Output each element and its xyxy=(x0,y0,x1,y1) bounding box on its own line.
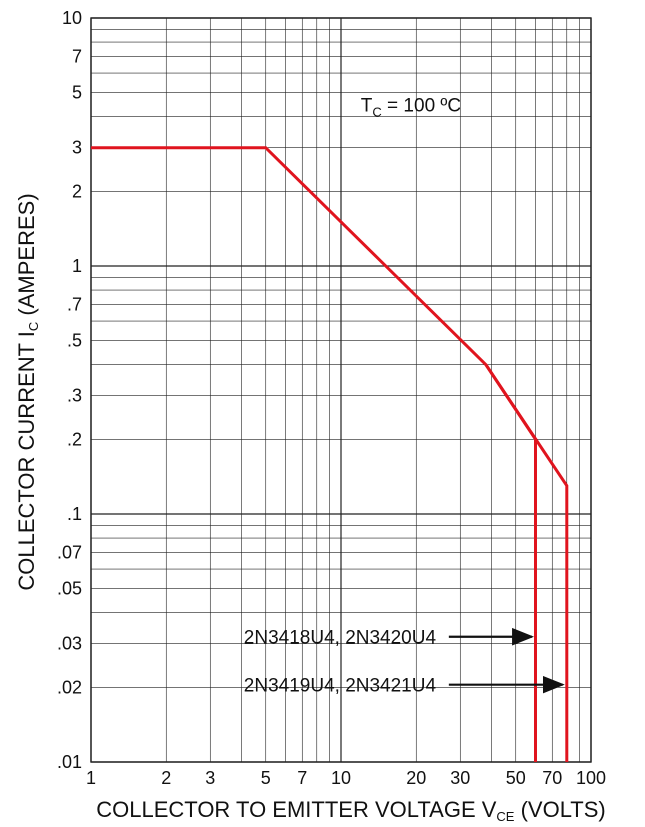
y-tick-label: 2 xyxy=(72,181,82,201)
y-tick-label: .1 xyxy=(67,504,82,524)
derating-curve xyxy=(484,363,569,762)
y-tick-label: 5 xyxy=(72,83,82,103)
y-tick-label: 7 xyxy=(72,46,82,66)
y-axis-title-main: COLLECTOR CURRENT I xyxy=(14,331,39,591)
x-tick-label: 7 xyxy=(297,768,307,788)
x-axis-title-sub: CE xyxy=(496,809,514,824)
annotations: TC = 100 ºC 2N3418U4, 2N3420U4 2N3419U4, 2… xyxy=(244,95,565,697)
x-tick-label: 50 xyxy=(506,768,526,788)
x-tick-label: 20 xyxy=(406,768,426,788)
x-tick-label: 2 xyxy=(161,768,171,788)
temperature-label-main: T xyxy=(361,95,373,116)
y-tick-label: 1 xyxy=(72,256,82,276)
derating-curves xyxy=(91,146,569,762)
part-number-label: 2N3418U4, 2N3420U4 xyxy=(244,628,437,649)
y-axis-title-post: (AMPERES) xyxy=(14,193,39,321)
temperature-label: TC = 100 ºC xyxy=(361,95,461,119)
tick-labels: 1 2 3 5 7 10 20 30 50 70 100 10 7 5 3 2 1 .7 .5 .3 .2 .1 .07 .0… xyxy=(57,8,606,788)
y-tick-label: 10 xyxy=(62,8,82,28)
y-tick-label: .7 xyxy=(67,294,82,314)
x-tick-label: 3 xyxy=(205,768,215,788)
part-number-label: 2N3419U4, 2N3421U4 xyxy=(244,676,437,697)
y-tick-label: 3 xyxy=(72,138,82,158)
derating-curve xyxy=(91,146,537,762)
x-tick-label: 100 xyxy=(576,768,606,788)
x-axis-title-post: (VOLTS) xyxy=(514,797,605,822)
x-axis-title: COLLECTOR TO EMITTER VOLTAGE VCE (VOLTS) xyxy=(96,797,606,824)
x-axis-title-main: COLLECTOR TO EMITTER VOLTAGE V xyxy=(96,797,496,822)
y-tick-label: .05 xyxy=(57,579,82,599)
y-tick-label: .07 xyxy=(57,542,82,562)
y-tick-label: .02 xyxy=(57,677,82,697)
temperature-label-sub: C xyxy=(372,104,381,119)
x-tick-label: 5 xyxy=(261,768,271,788)
y-axis-title: COLLECTOR CURRENT IC (AMPERES) xyxy=(14,193,41,590)
y-tick-label: .3 xyxy=(67,386,82,406)
grid xyxy=(90,17,592,763)
x-tick-label: 1 xyxy=(86,768,96,788)
temperature-label-post: = 100 ºC xyxy=(382,95,461,116)
y-tick-label: .03 xyxy=(57,634,82,654)
y-tick-label: .5 xyxy=(67,331,82,351)
x-tick-label: 70 xyxy=(542,768,562,788)
x-tick-label: 10 xyxy=(331,768,351,788)
y-tick-label: .2 xyxy=(67,429,82,449)
y-axis-title-sub: C xyxy=(26,322,41,331)
y-tick-label: .01 xyxy=(57,752,82,772)
plot-border xyxy=(90,17,592,763)
x-tick-label: 30 xyxy=(450,768,470,788)
